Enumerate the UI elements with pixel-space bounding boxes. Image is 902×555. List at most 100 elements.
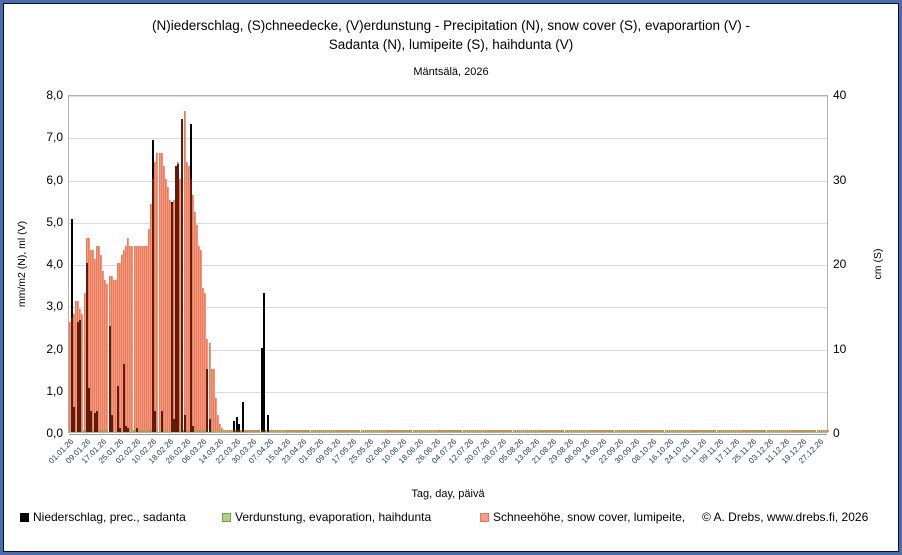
snow-bar bbox=[83, 292, 86, 432]
snow-bar bbox=[208, 343, 211, 432]
gridline bbox=[69, 307, 827, 309]
precip-bar bbox=[125, 425, 128, 432]
snow-bar bbox=[148, 229, 151, 432]
snow-bar bbox=[81, 313, 84, 432]
evaporation-swatch-icon bbox=[222, 513, 231, 522]
precip-bar bbox=[89, 410, 92, 432]
snow-bar bbox=[121, 254, 124, 432]
snow-bar bbox=[183, 110, 186, 432]
precip-bar bbox=[110, 415, 113, 432]
precip-bar bbox=[235, 417, 238, 431]
snow-bar bbox=[141, 246, 144, 432]
precip-bar bbox=[189, 178, 192, 432]
left-tick-label: 5,0 bbox=[46, 214, 63, 229]
precip-bar bbox=[237, 423, 240, 431]
snow-bar bbox=[114, 279, 117, 432]
precip-bar bbox=[96, 410, 99, 432]
right-tick-label: 0 bbox=[833, 426, 840, 440]
left-tick-label: 8,0 bbox=[46, 88, 63, 102]
precip-bar bbox=[191, 425, 194, 432]
snow-bar bbox=[150, 203, 153, 432]
snow-bar bbox=[96, 246, 99, 432]
snow-bar bbox=[187, 165, 190, 432]
precip-bar bbox=[233, 421, 236, 431]
precip-bar bbox=[77, 322, 80, 432]
precip-bar bbox=[183, 415, 186, 432]
snow-bar bbox=[146, 246, 149, 432]
right-tick-label: 10 bbox=[833, 341, 847, 356]
left-tick-label: 1,0 bbox=[46, 383, 63, 398]
chart-title-line1: (N)iederschlag, (S)chneedecke, (V)erduns… bbox=[152, 18, 750, 33]
snow-bar bbox=[135, 246, 138, 432]
snow-bar bbox=[123, 250, 126, 432]
snow-bar bbox=[125, 246, 128, 432]
precip-bar bbox=[118, 427, 121, 432]
snow-bar bbox=[91, 250, 94, 432]
snow-bar bbox=[102, 271, 105, 432]
snow-bar bbox=[160, 153, 163, 432]
precip-bar bbox=[73, 406, 76, 432]
precip-bar bbox=[175, 165, 178, 432]
snow-bar bbox=[164, 178, 167, 432]
snow-bar bbox=[221, 427, 223, 432]
snow-bar bbox=[106, 284, 109, 432]
snow-bar bbox=[216, 415, 219, 432]
snow-bar bbox=[131, 246, 134, 432]
snow-bar bbox=[204, 292, 207, 432]
precip-bar bbox=[206, 368, 209, 432]
precip-bar bbox=[79, 320, 82, 432]
x-axis-title: Tag, day, päivä bbox=[411, 488, 485, 500]
precip-bar bbox=[262, 430, 265, 432]
snow-bar bbox=[104, 279, 107, 432]
chart-title-line2: Sadanta (N), lumipeite (S), haihdunta (V… bbox=[328, 37, 574, 52]
evaporation-bars bbox=[69, 430, 827, 432]
snow-bar bbox=[185, 161, 188, 432]
precip-bar bbox=[108, 326, 111, 432]
gridline bbox=[69, 96, 827, 97]
right-axis-title: cm (S) bbox=[872, 248, 884, 280]
precip-bar bbox=[177, 163, 180, 432]
precip-bar bbox=[152, 178, 155, 432]
snow-bar bbox=[127, 237, 130, 432]
right-tick-label: 20 bbox=[833, 257, 847, 271]
snow-bar bbox=[133, 246, 136, 432]
snow-bar bbox=[100, 254, 103, 432]
precip-bar bbox=[208, 419, 211, 432]
precip-bar bbox=[266, 430, 269, 432]
snow-bar bbox=[98, 246, 101, 432]
precip-bar bbox=[135, 427, 138, 432]
snow-bar bbox=[218, 423, 221, 432]
precip-bar bbox=[173, 419, 176, 432]
precip-bar bbox=[171, 201, 174, 204]
snow-bar bbox=[129, 246, 132, 432]
right-tick-label: 30 bbox=[833, 172, 847, 187]
precip-bar bbox=[87, 387, 90, 432]
legend-item-evaporation: Verdunstung, evaporation, haihdunta bbox=[222, 510, 431, 524]
right-tick-label: 40 bbox=[833, 88, 847, 102]
precip-bar bbox=[160, 410, 163, 432]
precip-bar bbox=[241, 402, 244, 431]
left-tick-label: 7,0 bbox=[46, 130, 63, 145]
precip-bar bbox=[152, 140, 155, 179]
snow-bar bbox=[143, 246, 146, 432]
precip-bar bbox=[260, 430, 263, 432]
snow-bar bbox=[179, 178, 182, 432]
snow-bar bbox=[118, 263, 121, 432]
precipitation-swatch-icon bbox=[20, 513, 29, 522]
snowcover-swatch-icon bbox=[480, 513, 489, 522]
left-tick-label: 4,0 bbox=[46, 257, 63, 271]
precip-bar bbox=[260, 347, 263, 431]
gridline bbox=[69, 180, 827, 182]
snow-bar bbox=[173, 199, 176, 432]
precip-bar bbox=[262, 292, 265, 431]
gridline bbox=[69, 265, 827, 266]
chart-frame: (N)iederschlag, (S)chneedecke, (V)erduns… bbox=[3, 3, 899, 552]
precip-bar bbox=[116, 385, 119, 432]
legend-label-snowcover: Schneehöhe, snow cover, lumipeite, bbox=[493, 510, 686, 524]
plot-area bbox=[68, 95, 829, 435]
precip-bar bbox=[241, 430, 244, 432]
legend-label-evaporation: Verdunstung, evaporation, haihdunta bbox=[235, 510, 432, 524]
left-tick-label: 2,0 bbox=[46, 341, 63, 356]
legend-item-precipitation: Niederschlag, prec., sadanta bbox=[20, 510, 186, 524]
